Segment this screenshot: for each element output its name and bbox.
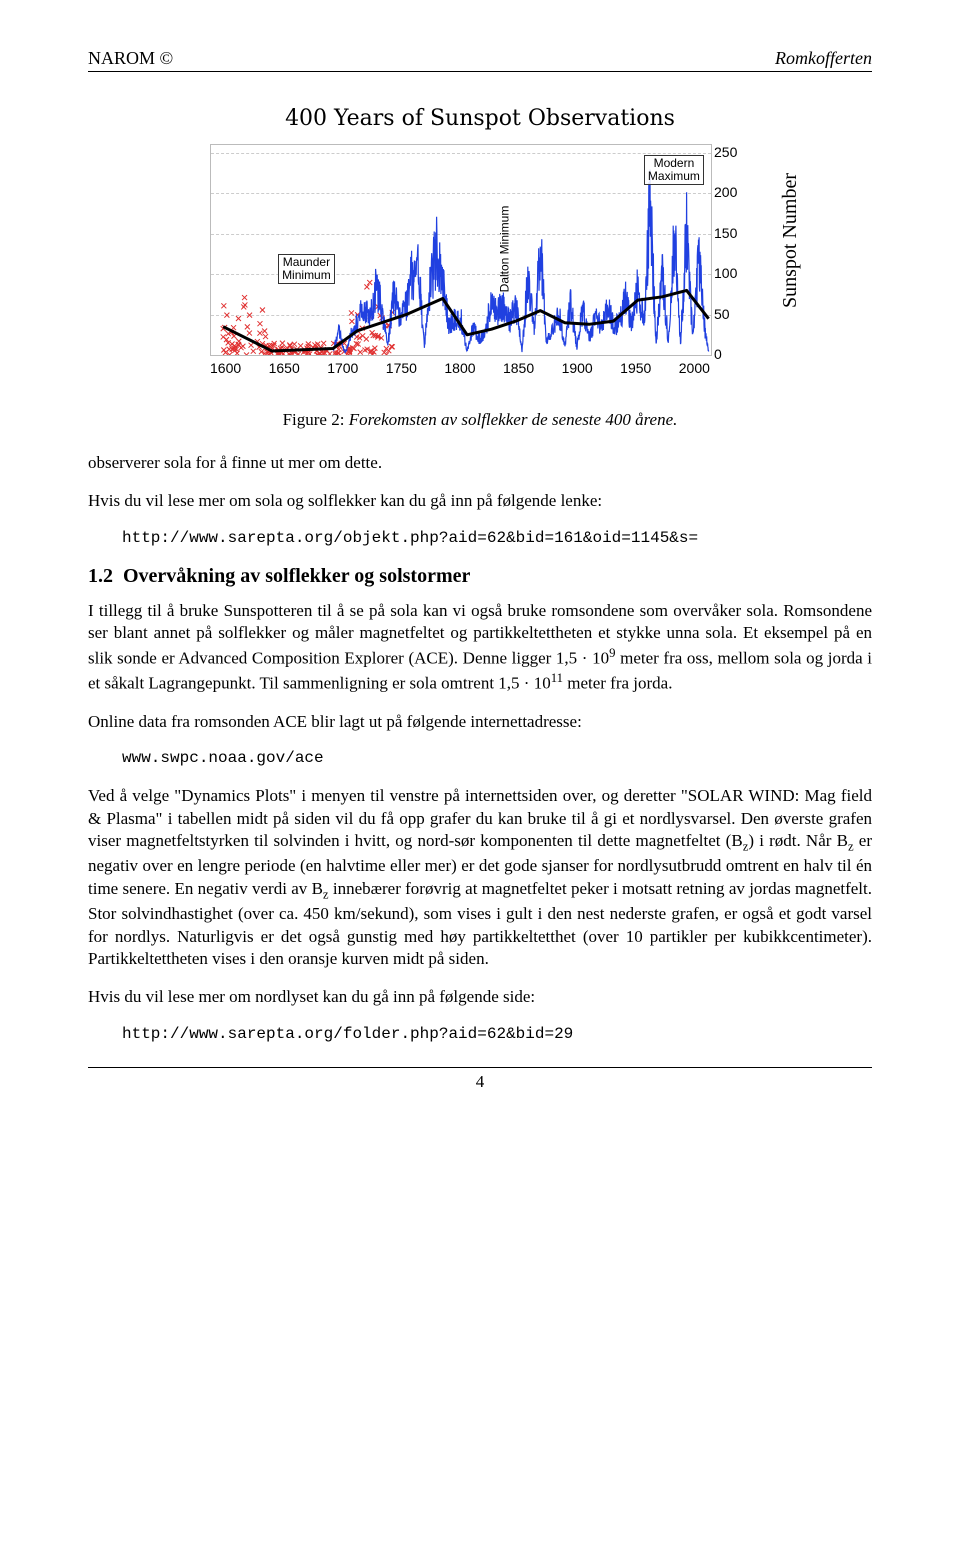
chart-plot-area: MaunderMinimum ModernMaximum Dalton Minimu… bbox=[210, 144, 712, 356]
x-tick: 1700 bbox=[327, 360, 358, 376]
page: NAROM © Romkofferten 400 Years of Sunspo… bbox=[0, 0, 960, 1128]
header-left: NAROM © bbox=[88, 48, 173, 69]
chart-title: 400 Years of Sunspot Observations bbox=[170, 100, 790, 133]
page-number: 4 bbox=[88, 1067, 872, 1092]
x-tick: 1650 bbox=[269, 360, 300, 376]
section-heading: 1.2 Overvåkning av solflekker og solstor… bbox=[88, 565, 872, 588]
chart-y-label: Sunspot Number bbox=[779, 173, 802, 308]
paragraph-2: Hvis du vil lese mer om sola og solflekk… bbox=[88, 490, 872, 512]
header-right: Romkofferten bbox=[775, 48, 872, 69]
figure-label: Figure 2: bbox=[283, 410, 345, 429]
chart-y-label-container: Sunspot Number bbox=[718, 144, 798, 354]
url-3[interactable]: http://www.sarepta.org/folder.php?aid=62… bbox=[122, 1025, 872, 1043]
paragraph-4: Online data fra romsonden ACE blir lagt … bbox=[88, 711, 872, 733]
x-tick: 1950 bbox=[620, 360, 651, 376]
x-tick: 1900 bbox=[562, 360, 593, 376]
chart-x-axis: 1600 1650 1700 1750 1800 1850 1900 1950 2000 bbox=[210, 360, 710, 376]
paragraph-5: Ved å velge "Dynamics Plots" i menyen ti… bbox=[88, 785, 872, 970]
paragraph-1: observerer sola for å finne ut mer om de… bbox=[88, 452, 872, 474]
annotation-maunder: MaunderMinimum bbox=[278, 254, 335, 284]
annotation-modern: ModernMaximum bbox=[644, 155, 704, 185]
x-tick: 1600 bbox=[210, 360, 241, 376]
section-number: 1.2 bbox=[88, 565, 113, 587]
figure-text: Forekomsten av solflekker de seneste 400… bbox=[349, 410, 678, 429]
x-tick: 1850 bbox=[503, 360, 534, 376]
para5-part-b: ) i rødt. Når B bbox=[748, 831, 848, 850]
para3-part-c: meter fra jorda. bbox=[563, 674, 673, 693]
exponent-2: 11 bbox=[551, 671, 563, 685]
sunspot-chart: 400 Years of Sunspot Observations Maunde… bbox=[170, 100, 790, 400]
paragraph-6: Hvis du vil lese mer om nordlyset kan du… bbox=[88, 986, 872, 1008]
paragraph-3: I tillegg til å bruke Sunspotteren til å… bbox=[88, 600, 872, 695]
x-tick: 1800 bbox=[444, 360, 475, 376]
url-1[interactable]: http://www.sarepta.org/objekt.php?aid=62… bbox=[122, 529, 872, 547]
figure-caption: Figure 2: Forekomsten av solflekker de s… bbox=[88, 410, 872, 430]
x-tick: 1750 bbox=[386, 360, 417, 376]
page-header: NAROM © Romkofferten bbox=[88, 48, 872, 72]
section-title: Overvåkning av solflekker og solstormer bbox=[123, 565, 470, 587]
figure-block: 400 Years of Sunspot Observations Maunde… bbox=[88, 100, 872, 430]
url-2[interactable]: www.swpc.noaa.gov/ace bbox=[122, 749, 872, 767]
annotation-dalton: Dalton Minimum bbox=[497, 206, 511, 293]
x-tick: 2000 bbox=[679, 360, 710, 376]
